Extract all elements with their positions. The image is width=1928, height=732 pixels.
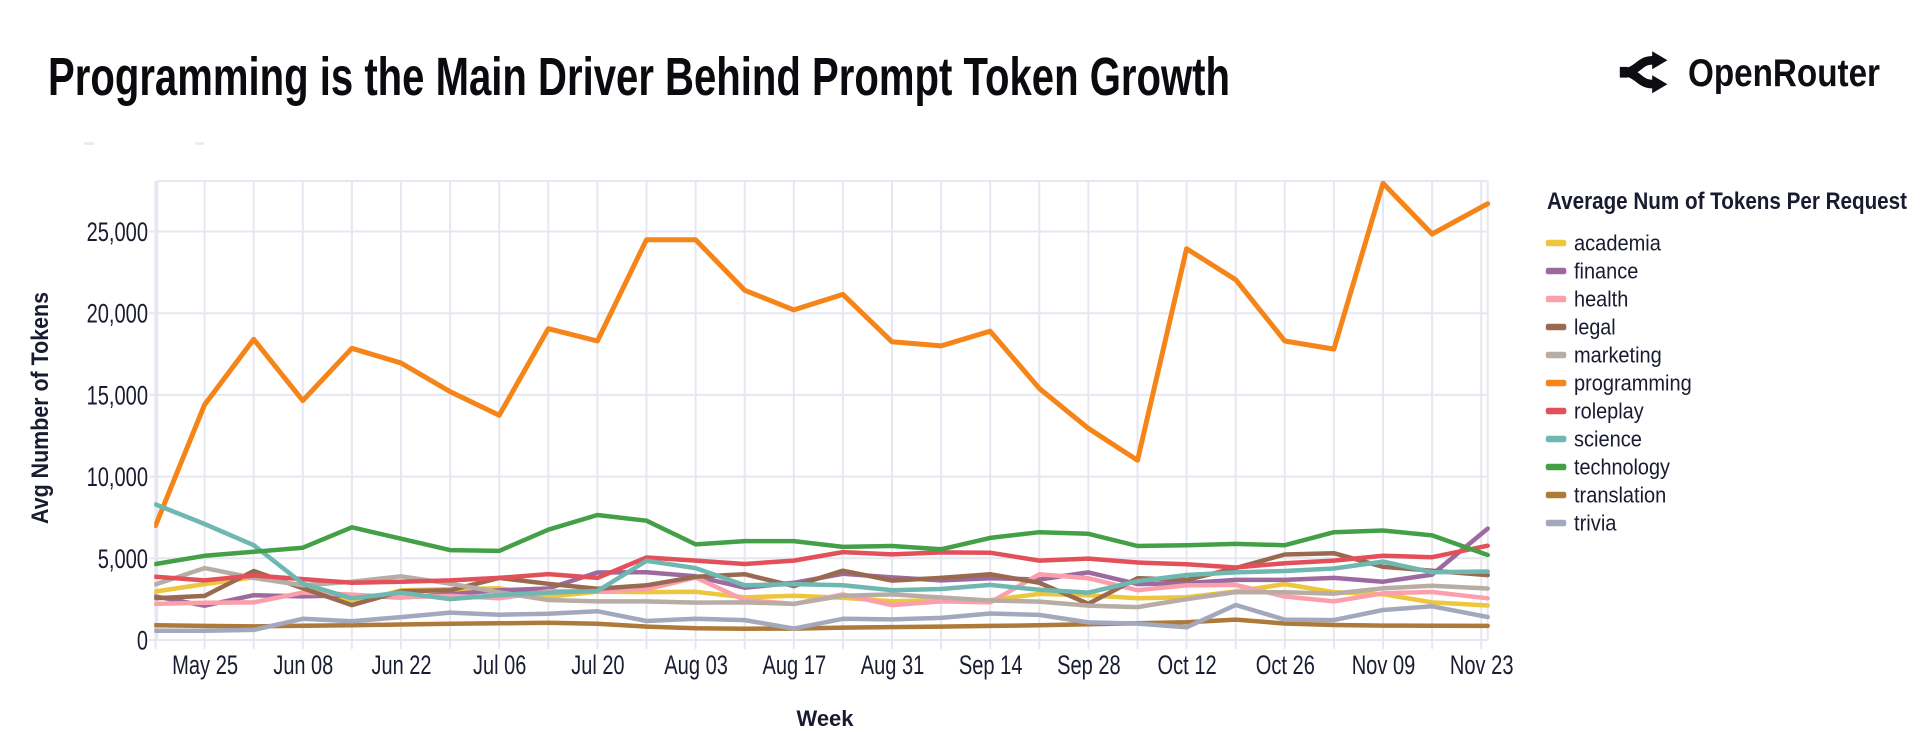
svg-text:Average Num of Tokens Per Requ: Average Num of Tokens Per Request [1547,188,1907,215]
svg-text:Aug 17: Aug 17 [763,650,827,680]
svg-text:Programming is the Main Driver: Programming is the Main Driver Behind Pr… [48,47,1230,107]
svg-text:finance: finance [1574,259,1638,284]
svg-text:technology: technology [1574,455,1670,480]
svg-text:OpenRouter: OpenRouter [1688,52,1880,95]
svg-text:Nov 23: Nov 23 [1450,650,1514,680]
svg-text:0: 0 [137,626,148,656]
svg-text:20,000: 20,000 [87,299,148,329]
svg-text:science: science [1574,427,1642,452]
svg-text:trivia: trivia [1574,511,1617,536]
svg-text:5,000: 5,000 [98,544,148,574]
svg-text:Sep 14: Sep 14 [959,650,1023,680]
svg-text:Oct 12: Oct 12 [1158,650,1217,680]
svg-text:academia: academia [1574,231,1662,256]
svg-text:Jul 20: Jul 20 [571,650,624,680]
svg-text:programming: programming [1574,371,1692,396]
svg-text:legal: legal [1574,315,1616,340]
svg-text:15,000: 15,000 [87,380,148,410]
svg-text:Sep 28: Sep 28 [1057,650,1121,680]
svg-text:Jul 06: Jul 06 [473,650,526,680]
svg-text:roleplay: roleplay [1574,399,1644,424]
svg-text:health: health [1574,287,1628,312]
svg-text:translation: translation [1574,483,1666,508]
svg-text:Aug 31: Aug 31 [861,650,925,680]
svg-text:marketing: marketing [1574,343,1662,368]
svg-text:Jun 22: Jun 22 [372,650,432,680]
svg-text:Avg Number of Tokens: Avg Number of Tokens [27,292,54,524]
svg-text:Jun 08: Jun 08 [273,650,333,680]
svg-text:Nov 09: Nov 09 [1352,650,1416,680]
svg-text:Aug 03: Aug 03 [664,650,728,680]
svg-text:May 25: May 25 [172,650,238,680]
svg-text:25,000: 25,000 [87,217,148,247]
svg-text:Week: Week [797,706,855,731]
svg-text:Oct 26: Oct 26 [1256,650,1315,680]
svg-text:10,000: 10,000 [87,462,148,492]
